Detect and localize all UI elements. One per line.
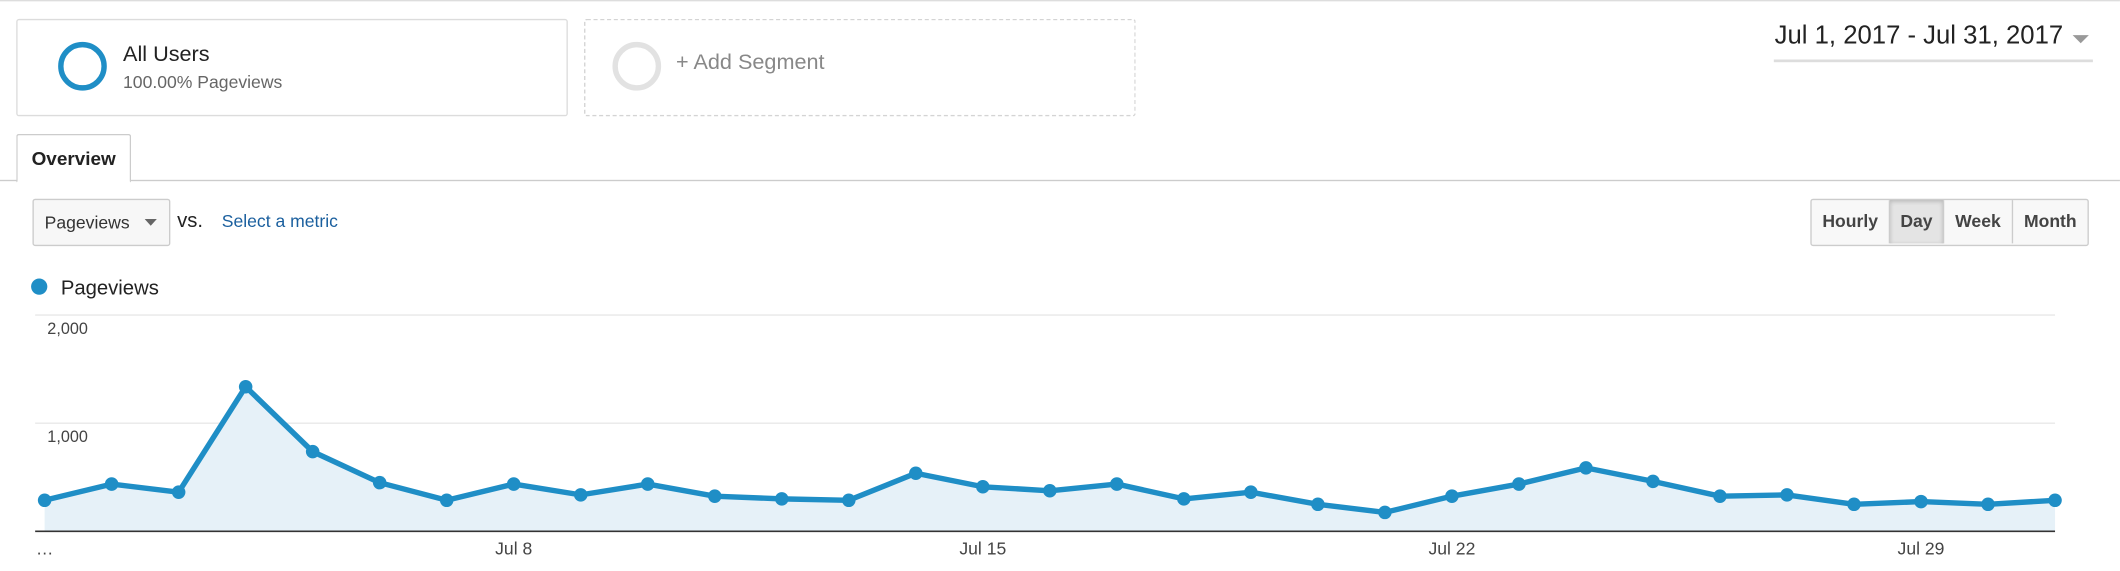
granularity-buttons: Hourly Day Week Month [1810,198,2089,247]
point [1177,492,1191,506]
point [104,477,119,491]
tab-baseline [0,179,2120,182]
point [506,477,521,491]
point [238,379,253,394]
date-range-label: Jul 1, 2017 - Jul 31, 2017 [1774,21,2064,51]
granularity-button[interactable]: Hourly [1812,200,1891,244]
point [1378,505,1392,520]
point [1445,489,1459,503]
point [439,493,454,508]
point [573,488,588,502]
point [1512,477,1526,491]
point [1244,485,1258,499]
metric-label: Pageviews [44,212,130,233]
point [909,466,923,481]
point [1847,497,1861,512]
chart: Pageviews 1,000 2,000 … Jul 8 Jul 15 Jul 22 Jul… [31,278,2062,558]
segment-detail: 100.00% Pageviews [123,71,283,92]
add-segment-icon [612,41,662,91]
point [372,475,387,490]
granularity-button[interactable]: Week [1944,200,2014,244]
add-segment-label: + Add Segment [676,51,825,75]
area [44,386,2056,532]
vs-label: vs. [177,209,204,233]
granularity-button-selected[interactable]: Day [1890,200,1945,244]
point [305,444,320,459]
point [2048,493,2062,508]
y-tick-label: 1,000 [47,428,88,446]
point [842,493,856,508]
metric-dropdown[interactable]: Pageviews [32,198,171,247]
legend-label: Pageviews [61,278,159,300]
x-tick-label: Jul 22 [1428,538,1475,558]
date-range[interactable]: Jul 1, 2017 - Jul 31, 2017 [1773,21,2093,63]
segment-card[interactable]: All Users 100.00% Pageviews [16,18,568,117]
point [707,489,722,503]
segment-icon [58,41,107,91]
point [1713,489,1727,503]
point [1780,488,1794,502]
select-metric-link[interactable]: Select a metric [221,210,338,232]
y-tick-label: 2,000 [47,320,88,338]
point [640,477,655,491]
add-segment-card[interactable]: + Add Segment [584,18,1136,117]
point [1043,484,1057,498]
legend-marker [31,278,48,295]
granularity-button[interactable]: Month [2023,210,2077,232]
x-tick-label: Jul 29 [1898,538,1945,558]
segment-name: All Users [123,43,210,67]
dropdown-arrow [144,219,157,226]
point [1646,474,1660,489]
x-tick-label: … [36,538,54,558]
point [1914,494,1928,509]
point [1579,461,1593,475]
top-border [0,0,2120,2]
point [37,493,52,508]
point [1981,497,1995,512]
point [976,480,990,494]
point [171,485,186,499]
dropdown-arrow [2072,35,2089,44]
point [1311,497,1325,512]
tab[interactable]: Overview [16,133,132,183]
point [1110,477,1124,491]
x-tick-label: Jul 15 [959,538,1006,558]
point [775,492,789,506]
x-tick-label: Jul 8 [495,538,532,558]
